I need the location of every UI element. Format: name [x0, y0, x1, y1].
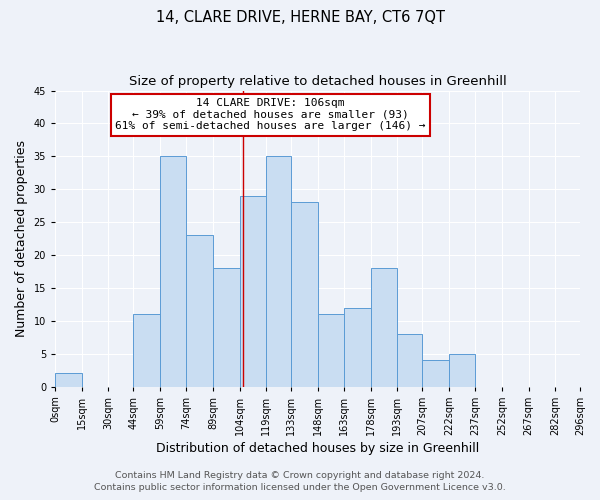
Bar	[187, 236, 213, 386]
Bar	[422, 360, 449, 386]
Bar	[291, 202, 317, 386]
Bar	[55, 374, 82, 386]
Text: Contains HM Land Registry data © Crown copyright and database right 2024.
Contai: Contains HM Land Registry data © Crown c…	[94, 471, 506, 492]
Bar	[160, 156, 187, 386]
Bar	[133, 314, 160, 386]
Bar	[449, 354, 475, 386]
Bar	[213, 268, 239, 386]
Y-axis label: Number of detached properties: Number of detached properties	[15, 140, 28, 337]
Bar	[344, 308, 371, 386]
Bar	[371, 268, 397, 386]
Bar	[266, 156, 291, 386]
Title: Size of property relative to detached houses in Greenhill: Size of property relative to detached ho…	[128, 75, 506, 88]
X-axis label: Distribution of detached houses by size in Greenhill: Distribution of detached houses by size …	[156, 442, 479, 455]
Bar	[397, 334, 422, 386]
Text: 14 CLARE DRIVE: 106sqm
← 39% of detached houses are smaller (93)
61% of semi-det: 14 CLARE DRIVE: 106sqm ← 39% of detached…	[115, 98, 425, 131]
Bar	[239, 196, 266, 386]
Text: 14, CLARE DRIVE, HERNE BAY, CT6 7QT: 14, CLARE DRIVE, HERNE BAY, CT6 7QT	[155, 10, 445, 25]
Bar	[317, 314, 344, 386]
